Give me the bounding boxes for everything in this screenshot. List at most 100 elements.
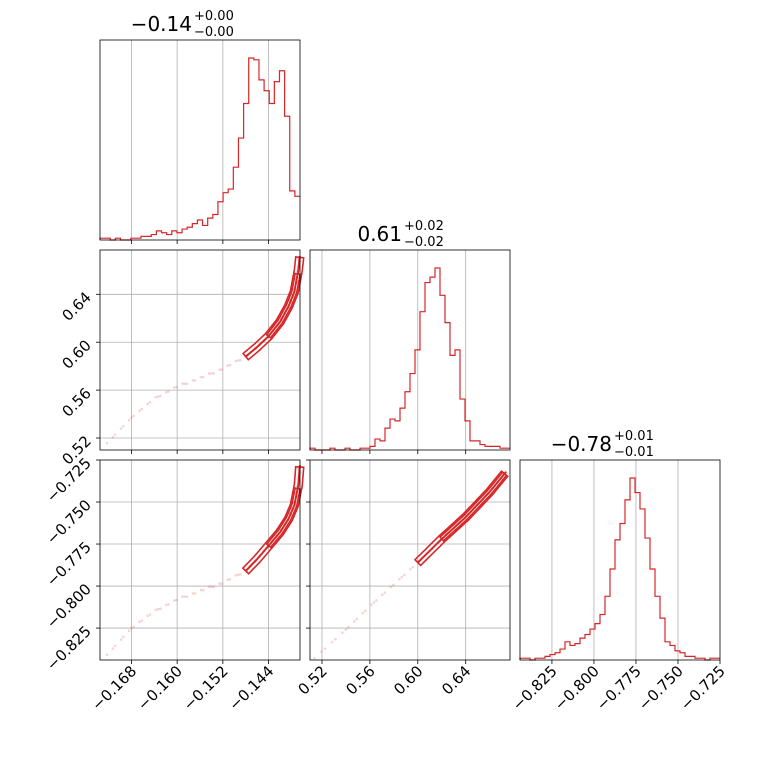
y-tick-label: 0.60 xyxy=(58,336,94,372)
sample-point xyxy=(218,368,221,371)
sample-point xyxy=(164,390,168,394)
sample-point xyxy=(111,435,115,439)
sample-point xyxy=(375,599,378,602)
x-tick-label: −0.800 xyxy=(551,662,603,714)
sample-point xyxy=(159,607,162,611)
sample-point xyxy=(202,588,205,592)
sample-point xyxy=(146,402,149,406)
sample-point xyxy=(138,409,141,413)
sample-point xyxy=(185,595,189,599)
x-tick-label: 0.52 xyxy=(294,662,330,698)
sample-point xyxy=(199,588,203,592)
x-tick-label: 0.60 xyxy=(390,662,426,698)
sample-point xyxy=(183,595,187,598)
x-tick-label: −0.775 xyxy=(593,662,645,714)
y-tick-label: −0.800 xyxy=(43,580,95,632)
x-tick-label: −0.725 xyxy=(677,662,729,714)
sample-point xyxy=(127,629,131,633)
sample-point xyxy=(146,614,149,618)
sample-point xyxy=(341,631,344,635)
sample-point xyxy=(347,626,350,629)
sample-point xyxy=(132,625,136,629)
sample-point xyxy=(228,363,232,367)
sample-point xyxy=(411,565,415,569)
sample-point xyxy=(183,382,187,386)
sample-point xyxy=(156,395,160,398)
param-title-upper: +0.02 xyxy=(404,219,444,234)
param-title-upper: +0.00 xyxy=(194,9,234,24)
sample-point xyxy=(381,593,384,597)
sample-point xyxy=(122,635,125,639)
contour-line xyxy=(438,470,508,542)
param-title: −0.14 xyxy=(131,12,192,36)
sample-point xyxy=(175,598,178,602)
sample-point xyxy=(167,390,170,393)
sample-point xyxy=(236,573,240,577)
x-tick-label: −0.152 xyxy=(180,662,232,714)
sample-point xyxy=(119,427,123,430)
sample-point xyxy=(239,358,242,362)
sample-point xyxy=(154,608,158,612)
sample-point xyxy=(409,568,412,571)
x-tick-label: 0.64 xyxy=(438,662,474,698)
sample-point xyxy=(199,375,203,379)
sample-point xyxy=(191,592,195,595)
contour-line xyxy=(241,465,305,575)
sample-point xyxy=(361,611,365,615)
sample-point xyxy=(210,372,213,375)
sample-point xyxy=(400,575,404,579)
sample-point xyxy=(313,656,316,660)
density-ridge xyxy=(245,255,301,358)
sample-point xyxy=(164,603,168,607)
param-title: −0.78 xyxy=(551,432,612,456)
sample-point xyxy=(130,416,133,419)
sample-point xyxy=(389,585,393,589)
sample-point xyxy=(383,591,387,594)
x-tick-label: −0.160 xyxy=(134,662,186,714)
axes-frame xyxy=(519,459,721,661)
param-title-lower: −0.01 xyxy=(614,445,654,460)
sample-point xyxy=(191,379,195,382)
pair-panel-1 xyxy=(100,460,305,660)
sample-point xyxy=(355,617,359,621)
sample-point xyxy=(372,601,376,604)
y-tick-label: 0.56 xyxy=(58,384,94,420)
sample-point xyxy=(140,619,144,622)
sample-point xyxy=(159,394,162,398)
sample-point xyxy=(127,418,131,422)
sample-point xyxy=(181,382,184,385)
sample-point xyxy=(185,382,189,386)
param-title-upper: +0.01 xyxy=(614,429,654,444)
sample-point xyxy=(154,395,158,399)
sample-point xyxy=(140,407,144,411)
sample-point xyxy=(210,585,213,589)
sample-point xyxy=(175,385,178,389)
axes-frame xyxy=(99,39,301,241)
x-tick-label: −0.168 xyxy=(88,662,140,714)
param-title: 0.61 xyxy=(357,222,402,246)
sample-point xyxy=(207,372,211,375)
contour-line xyxy=(265,487,302,549)
axes-frame xyxy=(99,459,301,661)
sample-point xyxy=(220,582,224,585)
sample-point xyxy=(105,441,109,445)
hist-panel-1 xyxy=(309,250,510,451)
hist-panel-0 xyxy=(99,40,300,241)
sample-point xyxy=(167,603,170,606)
sample-point xyxy=(226,578,229,582)
sample-point xyxy=(330,640,334,644)
sample-point xyxy=(334,637,337,641)
sample-point xyxy=(113,433,117,436)
sample-point xyxy=(193,592,197,595)
sample-point xyxy=(353,620,356,623)
sample-point xyxy=(344,628,348,632)
sample-point xyxy=(234,574,238,577)
x-tick-label: −0.144 xyxy=(225,662,277,714)
x-tick-label: −0.750 xyxy=(635,662,687,714)
sample-point xyxy=(156,607,160,611)
sample-point xyxy=(113,644,117,648)
y-tick-label: −0.825 xyxy=(43,622,95,674)
sample-point xyxy=(364,609,367,612)
pair-panel-2 xyxy=(310,460,510,660)
sample-point xyxy=(226,364,229,367)
